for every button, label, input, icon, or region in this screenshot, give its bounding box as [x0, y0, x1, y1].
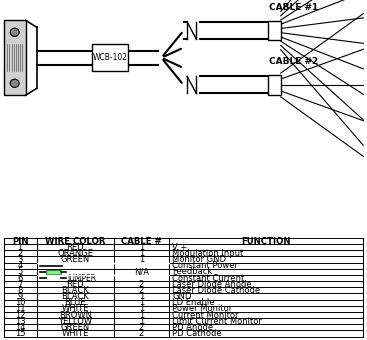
Text: WIRE COLOR: WIRE COLOR	[45, 237, 105, 245]
Text: GREEN: GREEN	[61, 323, 90, 332]
Text: Constant Current: Constant Current	[172, 274, 245, 283]
Text: GND: GND	[172, 292, 192, 301]
Text: 1: 1	[139, 243, 144, 252]
Text: LD Enable: LD Enable	[172, 298, 215, 307]
Text: CABLE #1: CABLE #1	[269, 3, 318, 12]
Text: GREEN: GREEN	[61, 255, 90, 264]
Text: N/A: N/A	[134, 267, 149, 276]
Text: 1: 1	[139, 298, 144, 307]
Text: 10: 10	[15, 298, 25, 307]
Text: PIN: PIN	[12, 237, 28, 245]
Text: 15: 15	[15, 329, 25, 338]
Text: 2: 2	[18, 249, 23, 258]
Text: PD Cathode: PD Cathode	[172, 329, 222, 338]
Text: RED: RED	[66, 243, 84, 252]
Text: CABLE #2: CABLE #2	[269, 57, 318, 66]
Text: BLACK: BLACK	[61, 292, 89, 301]
Text: 2: 2	[139, 280, 144, 289]
Text: Laser Diode Anode: Laser Diode Anode	[172, 280, 252, 289]
Bar	[268, 21, 281, 40]
Text: JUMPER: JUMPER	[67, 274, 96, 283]
Text: 1: 1	[139, 304, 144, 313]
Text: WHITE: WHITE	[62, 329, 89, 338]
Text: 12: 12	[15, 310, 25, 320]
Text: Current Monitor: Current Monitor	[172, 310, 239, 320]
Text: 7: 7	[18, 280, 23, 289]
Text: 4: 4	[18, 261, 23, 270]
Text: 1: 1	[139, 249, 144, 258]
Text: 2: 2	[139, 329, 144, 338]
Text: 9: 9	[18, 292, 23, 301]
Text: 6: 6	[18, 274, 23, 283]
Text: 2: 2	[139, 323, 144, 332]
Text: V +: V +	[172, 243, 188, 252]
Text: 8: 8	[18, 286, 23, 295]
Circle shape	[10, 79, 19, 87]
Text: BLUE: BLUE	[65, 298, 86, 307]
Text: Limit Current Monitor: Limit Current Monitor	[172, 317, 262, 326]
Text: WHITE: WHITE	[62, 304, 89, 313]
Text: BROWN: BROWN	[59, 310, 92, 320]
Text: YELLOW: YELLOW	[58, 317, 92, 326]
Text: RED: RED	[66, 280, 84, 289]
Text: Feedback: Feedback	[172, 267, 213, 276]
Text: Power Monitor: Power Monitor	[172, 304, 233, 313]
Circle shape	[10, 28, 19, 36]
Text: Monitor GND: Monitor GND	[172, 255, 226, 264]
Text: BLACK: BLACK	[61, 286, 89, 295]
Bar	[92, 44, 128, 71]
Text: 1: 1	[18, 243, 23, 252]
Text: 1: 1	[139, 317, 144, 326]
Text: 13: 13	[15, 317, 25, 326]
Text: 3: 3	[18, 255, 23, 264]
Text: ORANGE: ORANGE	[57, 249, 93, 258]
Text: 5: 5	[18, 267, 23, 276]
Bar	[4, 20, 26, 95]
Text: Modulation Input: Modulation Input	[172, 249, 244, 258]
Text: CABLE #: CABLE #	[121, 237, 162, 245]
Text: 14: 14	[15, 323, 25, 332]
Text: 2: 2	[139, 286, 144, 295]
Text: 1: 1	[139, 292, 144, 301]
Text: 1: 1	[139, 310, 144, 320]
Text: 11: 11	[15, 304, 25, 313]
Bar	[46, 270, 61, 274]
Text: WCB-102: WCB-102	[92, 53, 128, 62]
Text: FUNCTION: FUNCTION	[241, 237, 291, 245]
Bar	[268, 75, 281, 95]
Text: Constant Power: Constant Power	[172, 261, 239, 270]
Text: Laser Diode Cathode: Laser Diode Cathode	[172, 286, 261, 295]
Text: 1: 1	[139, 255, 144, 264]
Text: PD Anode: PD Anode	[172, 323, 214, 332]
